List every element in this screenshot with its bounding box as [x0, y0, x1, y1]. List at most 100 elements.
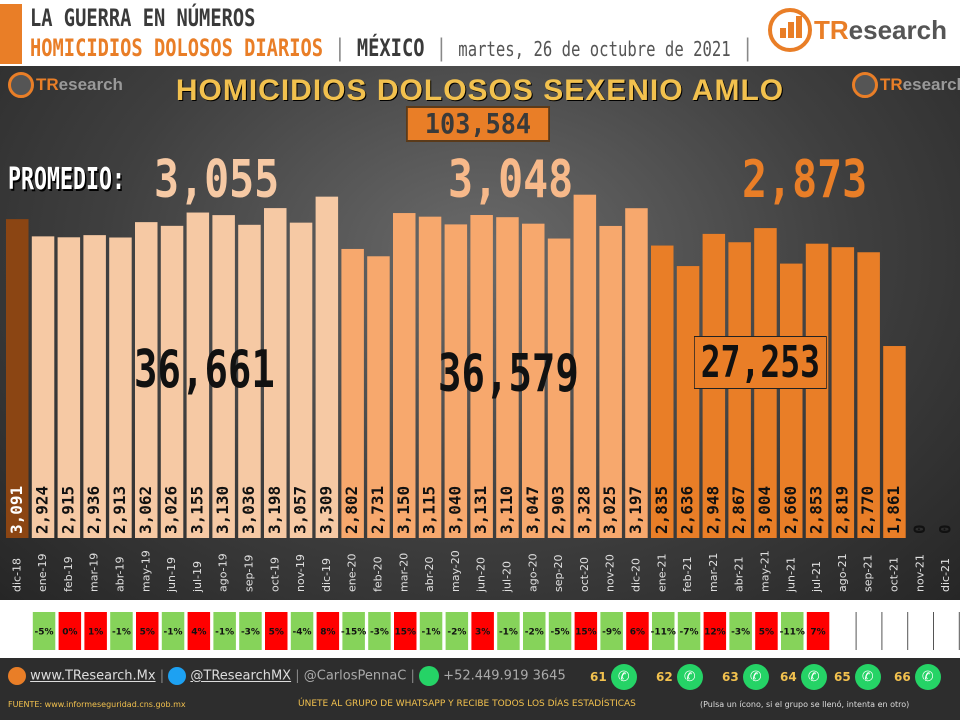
bar-abr-19: [109, 237, 132, 539]
change-cell-jul-19: [187, 612, 211, 650]
x-tick-sep-20: sep-20: [552, 555, 565, 592]
x-tick-abr-19: abr-19: [113, 556, 126, 592]
change-label-ene-19: -5%: [35, 628, 54, 638]
change-label-jun-19: -1%: [164, 628, 183, 638]
bar-jul-20: [496, 217, 519, 538]
value-label-oct-21: 1,861: [884, 486, 903, 534]
bar-dic-20: [625, 208, 648, 538]
whatsapp-group-66[interactable]: 66 ✆: [894, 664, 941, 690]
change-cell-may-21: [755, 612, 778, 650]
header-topic: HOMICIDIOS DOLOSOS DIARIOS: [30, 34, 324, 62]
whatsapp-group-61[interactable]: 61 ✆: [590, 664, 637, 690]
x-tick-dic-20: dic-20: [629, 558, 642, 592]
value-label-feb-20: 2,731: [368, 486, 387, 534]
change-cell-ago-19: [213, 612, 236, 650]
x-tick-mar-20: mar-20: [397, 553, 410, 592]
average-2019: 3,055: [154, 150, 280, 210]
bar-ene-19: [31, 236, 55, 538]
change-label-abr-21: -3%: [731, 628, 750, 638]
value-label-feb-19: 2,915: [58, 486, 77, 534]
whatsapp-icon[interactable]: ✆: [800, 664, 827, 690]
header-title: LA GUERRA EN NÚMEROS: [30, 4, 256, 32]
bar-feb-21: [676, 266, 700, 538]
value-label-oct-20: 3,328: [574, 486, 593, 534]
change-cell-abr-21: [729, 612, 752, 650]
x-tick-jun-20: jun-20: [475, 557, 488, 593]
bar-oct-20: [573, 194, 597, 538]
whatsapp-icon[interactable]: ✆: [914, 664, 941, 690]
change-cell-abr-20: [419, 612, 443, 650]
value-label-jul-19: 3,155: [187, 486, 206, 534]
bar-jul-21: [805, 243, 829, 538]
change-label-oct-19: 5%: [269, 628, 284, 638]
value-label-may-19: 3,062: [136, 486, 155, 534]
change-label-may-20: -2%: [447, 628, 466, 638]
watermark-logo-right: TResearch: [852, 72, 960, 98]
change-label-ago-19: -1%: [215, 628, 234, 638]
x-tick-jul-21: jul-21: [810, 561, 823, 593]
change-label-oct-20: 15%: [575, 628, 597, 638]
x-tick-ago-19: ago-19: [217, 553, 230, 592]
whatsapp-group-63[interactable]: 63 ✆: [722, 664, 769, 690]
bar-ago-20: [522, 223, 545, 538]
x-tick-ago-21: ago-21: [836, 553, 849, 592]
value-label-dic-21: 0: [936, 524, 955, 534]
value-label-jul-21: 2,853: [807, 486, 826, 534]
change-cell-feb-20: [368, 612, 391, 650]
bar-sep-20: [547, 238, 571, 538]
bar-ene-21: [651, 245, 674, 538]
tresearch-logo[interactable]: TResearch: [768, 8, 947, 52]
header-separator: |: [435, 34, 448, 62]
whatsapp-group-65[interactable]: 65 ✆: [834, 664, 881, 690]
x-tick-ene-20: ene-20: [346, 554, 359, 592]
bar-ago-19: [212, 215, 235, 538]
phone-icon: [419, 666, 440, 686]
change-cell-oct-19: [265, 612, 288, 650]
change-label-feb-21: -7%: [680, 628, 699, 638]
header-separator: |: [334, 34, 346, 62]
value-label-dic-19: 3,309: [316, 486, 335, 534]
x-tick-dic-19: dic-19: [320, 558, 333, 592]
whatsapp-icon[interactable]: ✆: [610, 664, 637, 690]
value-label-ago-21: 2,819: [832, 486, 851, 534]
bar-ago-21: [831, 247, 855, 539]
value-label-abr-19: 2,913: [110, 486, 129, 534]
change-label-mar-20: 15%: [394, 628, 416, 638]
change-label-abr-20: -1%: [422, 628, 441, 638]
bar-mar-20: [393, 213, 416, 539]
whatsapp-group-64[interactable]: 64 ✆: [780, 664, 827, 690]
change-label-jun-21: -11%: [780, 628, 805, 638]
value-label-abr-21: 2,867: [729, 486, 748, 534]
whatsapp-icon[interactable]: ✆: [854, 664, 881, 690]
bar-jun-20: [470, 215, 493, 538]
header-separator: |: [741, 34, 754, 62]
bar-nov-19: [289, 222, 313, 539]
whatsapp-icon[interactable]: ✆: [676, 664, 703, 690]
value-label-mar-20: 3,150: [394, 486, 413, 534]
whatsapp-icon[interactable]: ✆: [742, 664, 769, 690]
bar-nov-20: [599, 225, 622, 538]
whatsapp-group-62[interactable]: 62 ✆: [656, 664, 703, 690]
value-label-dic-20: 3,197: [626, 486, 645, 534]
x-tick-jun-19: jun-19: [165, 557, 178, 593]
bar-abr-20: [418, 216, 442, 539]
x-tick-abr-21: abr-21: [733, 556, 746, 592]
twitter-link[interactable]: @TResearchMX: [190, 668, 292, 684]
promedio-label: PROMEDIO:: [8, 162, 126, 197]
value-label-nov-21: 0: [910, 524, 929, 534]
value-label-nov-20: 3,025: [600, 486, 619, 534]
bar-feb-20: [367, 256, 390, 538]
x-tick-ene-21: ene-21: [655, 554, 668, 592]
value-label-sep-19: 3,036: [239, 486, 258, 534]
average-2021: 2,873: [742, 150, 868, 210]
logo-mark-icon: [852, 72, 878, 98]
value-label-sep-21: 2,770: [858, 486, 877, 534]
value-label-may-20: 3,040: [445, 486, 464, 534]
x-tick-jul-19: jul-19: [191, 561, 204, 593]
change-cell-jun-19: [161, 612, 185, 650]
value-label-jul-20: 3,110: [497, 486, 516, 534]
total-2019: 36,661: [134, 340, 275, 400]
value-label-nov-19: 3,057: [291, 486, 310, 534]
change-label-nov-20: -9%: [602, 628, 621, 638]
website-link[interactable]: www.TResearch.Mx: [30, 668, 156, 684]
